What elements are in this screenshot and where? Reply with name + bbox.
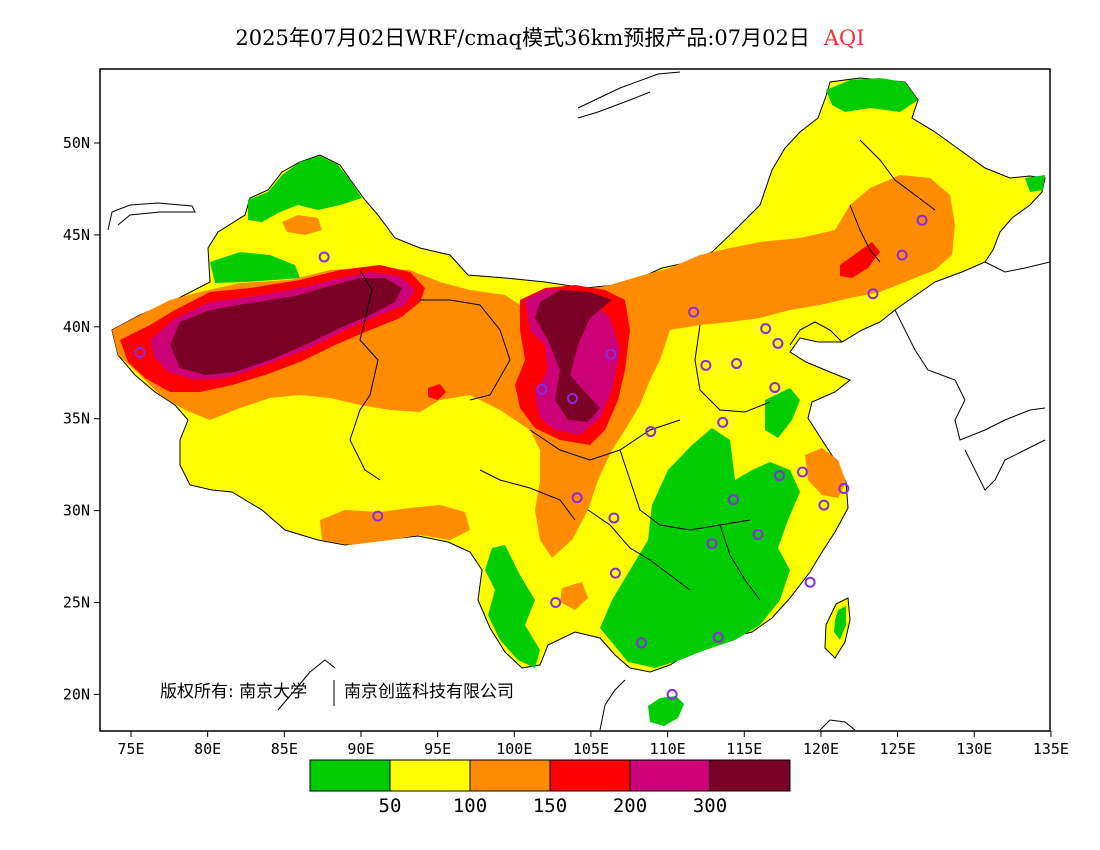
station-marker [635, 637, 647, 649]
station-markers [134, 214, 928, 700]
boundary-lines [107, 71, 1050, 731]
colorbar-segment [549, 759, 631, 792]
region-aqi-300-plus-ordos [535, 290, 612, 422]
colorbar-segment [469, 759, 551, 792]
station-marker [571, 492, 583, 504]
colorbar: 50 100 150 200 300 [309, 759, 791, 817]
region-aqi-150-200-tibet [428, 384, 446, 400]
region-aqi-100-150-south [560, 582, 588, 610]
colorbar-segment [389, 759, 471, 792]
region-aqi-0-50-east [765, 388, 800, 438]
region-aqi-100-150-nepal [320, 505, 470, 545]
x-tick-label: 120E [803, 740, 839, 758]
y-tick-label: 45N [63, 226, 90, 244]
station-marker [666, 688, 678, 700]
colorbar-segment [629, 759, 711, 792]
copyright-owner-1: 版权所有: 南京大学 [160, 682, 307, 702]
copyright-owner-2: 南京创蓝科技有限公司 [344, 682, 514, 702]
x-tick-label: 85E [271, 740, 298, 758]
region-aqi-0-50-northeast [826, 78, 918, 112]
region-aqi-0-50-northwest [248, 156, 362, 222]
y-axis: 50N 45N 40N 35N 30N 25N 20N [63, 134, 100, 703]
station-marker [645, 426, 657, 438]
station-marker [916, 214, 928, 226]
y-tick-label: 20N [63, 685, 90, 703]
colorbar-label: 200 [613, 795, 647, 817]
station-marker [717, 416, 729, 428]
region-aqi-0-50-hainan [648, 696, 684, 726]
y-tick-label: 25N [63, 594, 90, 612]
y-tick-label: 35N [63, 410, 90, 428]
variable-label: AQI [823, 26, 865, 50]
station-marker [706, 538, 718, 550]
station-marker [712, 631, 724, 643]
station-marker [318, 251, 330, 263]
region-aqi-0-50-southwest [485, 545, 540, 668]
station-marker [605, 348, 617, 360]
x-tick-label: 75E [117, 740, 144, 758]
station-marker [727, 494, 739, 506]
station-marker [818, 499, 830, 511]
station-marker [731, 358, 743, 370]
region-taiwan-green [834, 606, 846, 640]
station-marker [804, 576, 816, 588]
station-marker [536, 383, 548, 395]
station-marker [752, 528, 764, 540]
x-tick-label: 130E [956, 740, 992, 758]
station-marker [700, 359, 712, 371]
region-aqi-100-150-junggar [282, 215, 322, 235]
station-marker [608, 512, 620, 524]
x-tick-label: 105E [573, 740, 609, 758]
station-marker [896, 249, 908, 261]
colorbar-label: 50 [379, 795, 402, 817]
station-marker [838, 483, 850, 495]
x-tick-label: 100E [496, 740, 532, 758]
x-tick-label: 90E [347, 740, 374, 758]
station-marker [760, 323, 772, 335]
x-tick-label: 80E [194, 740, 221, 758]
y-tick-label: 40N [63, 318, 90, 336]
y-tick-label: 30N [63, 502, 90, 520]
region-aqi-0-50-tianshan [210, 252, 300, 283]
station-marker [567, 392, 579, 404]
x-tick-label: 135E [1033, 740, 1069, 758]
x-tick-label: 110E [650, 740, 686, 758]
colorbar-label: 150 [533, 795, 567, 817]
x-axis: 75E 80E 85E 90E 95E 100E 105E 110E 115E 120E 125E 1… [117, 731, 1069, 758]
station-marker [550, 597, 562, 608]
region-aqi-0-50-far-ne [1025, 175, 1045, 192]
region-aqi-100-150-east [805, 448, 846, 498]
map-title: 2025年07月02日WRF/cmaq模式36km预报产品:07月02日 AQI [0, 22, 1100, 52]
station-marker [796, 466, 808, 478]
x-tick-label: 125E [880, 740, 916, 758]
region-aqi-300-plus-tarim [170, 278, 402, 375]
colorbar-label: 300 [693, 795, 727, 817]
station-marker [372, 510, 384, 522]
station-marker [772, 337, 784, 349]
y-tick-label: 50N [63, 134, 90, 152]
station-marker [688, 306, 700, 318]
title-text: 2025年07月02日WRF/cmaq模式36km预报产品:07月02日 [235, 26, 810, 50]
station-marker [134, 347, 146, 359]
region-aqi-150-200-northeast [840, 242, 880, 278]
station-marker [867, 288, 879, 300]
station-marker [769, 381, 781, 393]
map-area [107, 71, 1050, 731]
map-frame [99, 68, 1051, 732]
x-tick-label: 115E [726, 740, 762, 758]
colorbar-segment [709, 759, 791, 792]
colorbar-segment [309, 759, 391, 792]
station-marker [773, 470, 785, 482]
colorbar-label: 100 [453, 795, 487, 817]
x-tick-label: 95E [424, 740, 451, 758]
region-aqi-0-50-south [600, 428, 800, 668]
station-marker [609, 567, 621, 579]
